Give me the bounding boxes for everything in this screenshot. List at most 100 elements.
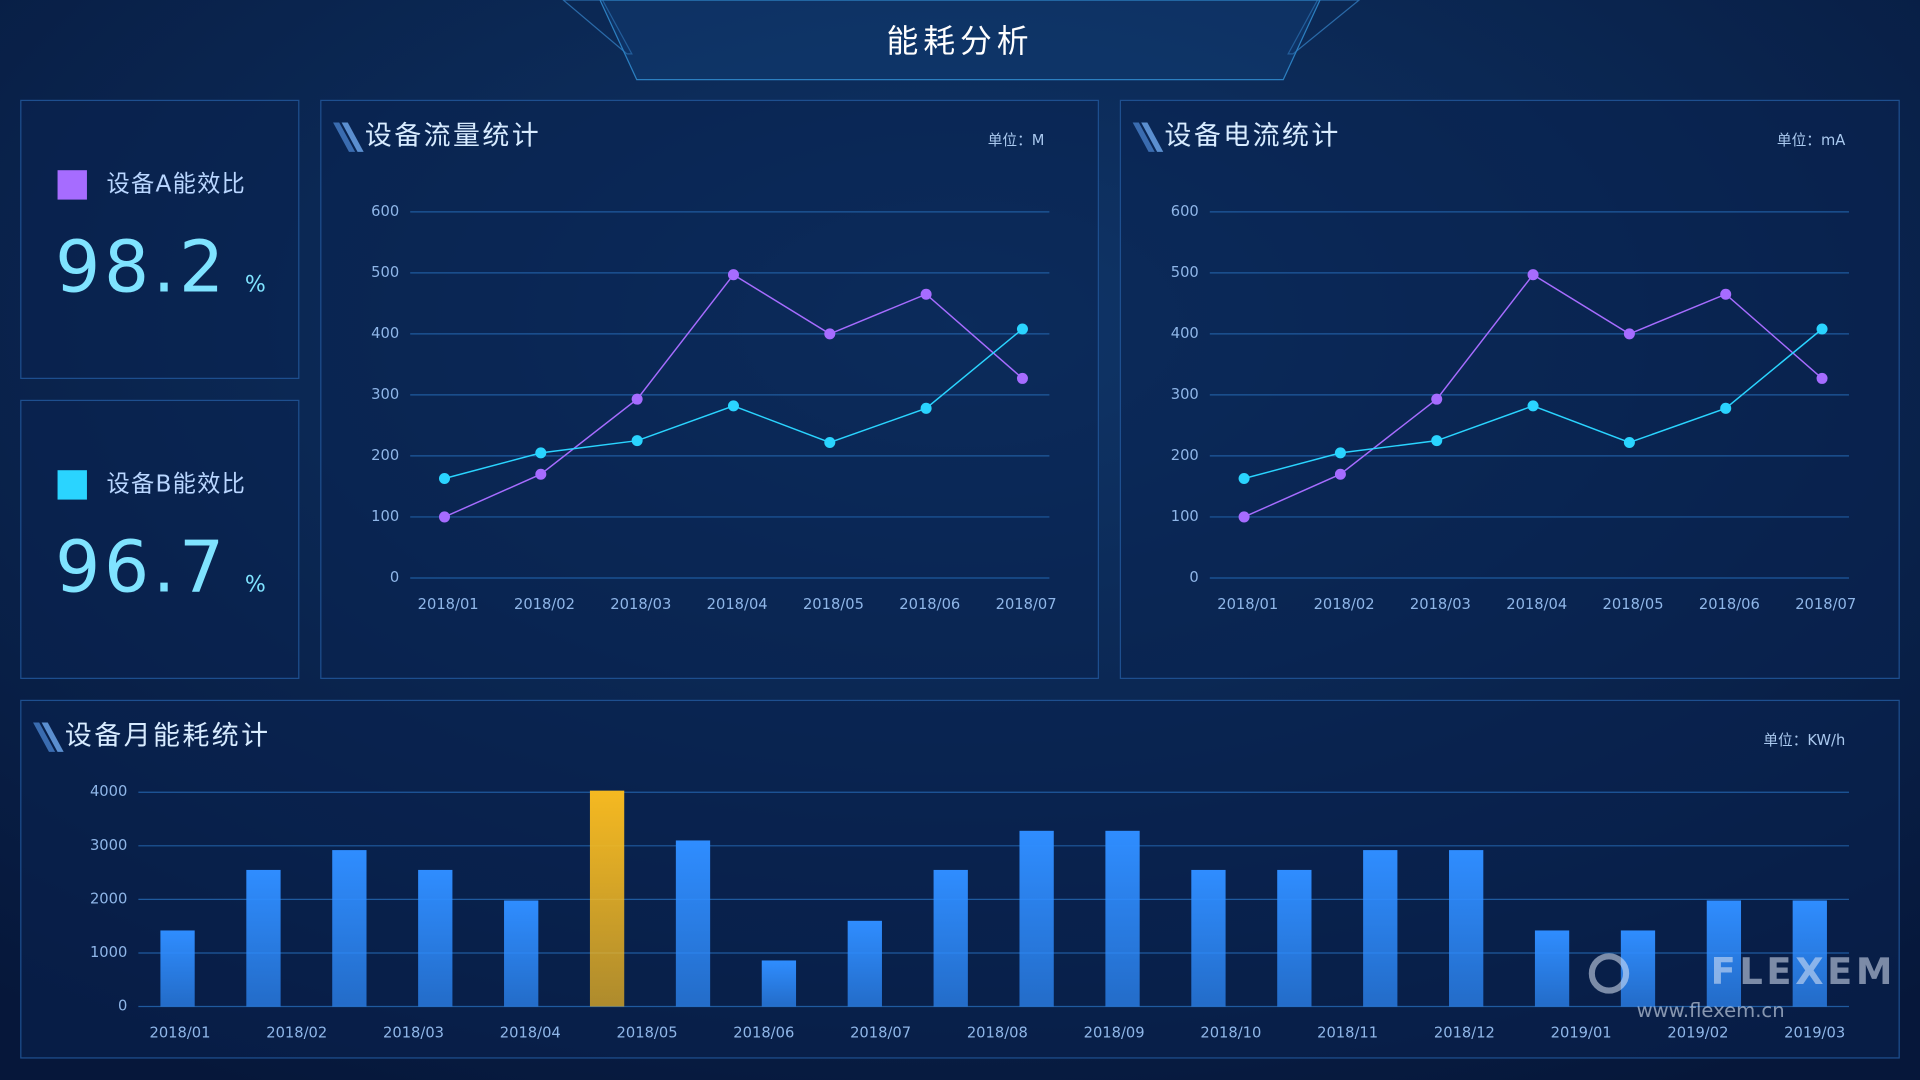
y-tick-label: 200: [1171, 447, 1199, 464]
x-tick-label: 2018/06: [1699, 596, 1760, 613]
y-tick-label: 200: [371, 447, 399, 464]
bar: [1363, 850, 1398, 1007]
data-point: [727, 269, 739, 281]
data-point: [1720, 288, 1732, 300]
y-tick-label: 600: [1171, 203, 1199, 220]
x-tick-label: 2018/03: [1410, 596, 1471, 613]
bar: [1105, 830, 1140, 1007]
bar: [1449, 850, 1484, 1007]
page-title: 能耗分析: [887, 22, 1034, 60]
x-tick-label: 2018/09: [1084, 1024, 1145, 1041]
watermark-logo: [1588, 953, 1630, 994]
bar: [589, 790, 625, 1007]
data-point: [438, 472, 450, 485]
y-tick-label: 3000: [90, 837, 127, 854]
title-decor: [1132, 122, 1155, 152]
panel-title: 设备流量统计: [365, 121, 541, 152]
bar: [1792, 900, 1827, 1007]
x-tick-label: 2018/04: [707, 596, 768, 613]
bar: [160, 930, 195, 1007]
watermark-brand: FLEXEM: [1711, 950, 1897, 993]
x-tick-label: 2018/05: [617, 1024, 678, 1041]
bar: [418, 869, 453, 1007]
kpi-label: 设备B能效比: [107, 470, 247, 497]
x-tick-label: 2018/06: [899, 596, 960, 613]
y-tick-label: 300: [371, 386, 399, 403]
y-tick-label: 500: [371, 264, 399, 281]
data-point: [1431, 435, 1443, 447]
x-tick-label: 2018/01: [1217, 596, 1278, 613]
x-tick-label: 2018/07: [1795, 596, 1856, 613]
x-tick-label: 2018/02: [266, 1024, 327, 1041]
title-decor: [33, 722, 56, 752]
y-tick-label: 100: [371, 508, 399, 525]
bar: [246, 869, 281, 1007]
y-tick-label: 2000: [90, 890, 127, 907]
x-tick-label: 2018/02: [514, 596, 575, 613]
y-tick-label: 0: [118, 998, 127, 1015]
data-point: [1623, 436, 1635, 449]
data-point: [727, 400, 739, 412]
kpi-label: 设备A能效比: [107, 170, 247, 197]
bar: [847, 920, 882, 1007]
y-tick-label: 4000: [90, 783, 127, 800]
title-decor: [341, 122, 364, 152]
data-point: [535, 468, 547, 480]
unit-label: 单位：M: [988, 132, 1045, 149]
y-tick-label: 1000: [90, 944, 127, 961]
data-point: [920, 288, 932, 300]
x-tick-label: 2018/08: [967, 1024, 1028, 1041]
title-decor: [333, 122, 356, 152]
y-tick-label: 400: [371, 325, 399, 342]
header-frame: [599, 0, 1321, 81]
x-tick-label: 2018/01: [149, 1024, 210, 1041]
data-point: [1334, 447, 1346, 459]
title-decor: [41, 722, 64, 752]
panel: [1119, 99, 1900, 679]
watermark-url: www.flexem.cn: [1637, 999, 1785, 1022]
data-point: [1527, 400, 1539, 412]
header-frame-outer: [562, 0, 1361, 55]
kpi-unit: %: [245, 272, 266, 297]
kpi-card: [20, 399, 300, 679]
data-point: [438, 511, 450, 523]
x-tick-label: 2018/03: [610, 596, 671, 613]
data-point: [1016, 323, 1028, 335]
y-tick-label: 500: [1171, 264, 1199, 281]
y-tick-label: 300: [1171, 386, 1199, 403]
bar: [761, 960, 797, 1007]
x-tick-label: 2018/04: [500, 1024, 561, 1041]
data-point: [631, 435, 643, 447]
data-point: [1431, 393, 1443, 405]
x-tick-label: 2018/07: [850, 1024, 911, 1041]
bar: [504, 900, 539, 1007]
x-tick-label: 2018/05: [803, 596, 864, 613]
x-tick-label: 2018/05: [1603, 596, 1664, 613]
bar: [332, 850, 367, 1007]
data-point: [1816, 372, 1828, 384]
bar: [1706, 900, 1742, 1007]
bar: [675, 840, 711, 1007]
x-tick-label: 2018/03: [383, 1024, 444, 1041]
bar: [933, 869, 968, 1007]
data-point: [535, 447, 547, 459]
x-tick-label: 2019/01: [1551, 1024, 1612, 1041]
bar: [1277, 869, 1312, 1007]
bar: [1019, 830, 1054, 1007]
panel-title: 设备电流统计: [1164, 121, 1340, 152]
x-tick-label: 2018/07: [996, 596, 1057, 613]
x-tick-label: 2018/04: [1506, 596, 1567, 613]
data-point: [1334, 468, 1346, 480]
x-tick-label: 2018/10: [1200, 1024, 1261, 1041]
data-point: [631, 393, 643, 405]
kpi-card: [20, 99, 300, 379]
y-tick-label: 600: [371, 203, 399, 220]
x-tick-label: 2018/06: [733, 1024, 794, 1041]
x-tick-label: 2018/11: [1317, 1024, 1378, 1041]
y-tick-label: 100: [1171, 508, 1199, 525]
kpi-value: 96.7: [55, 525, 228, 608]
kpi-swatch: [57, 470, 87, 500]
unit-label: 单位：KW/h: [1763, 732, 1845, 749]
x-tick-label: 2018/01: [418, 596, 479, 613]
